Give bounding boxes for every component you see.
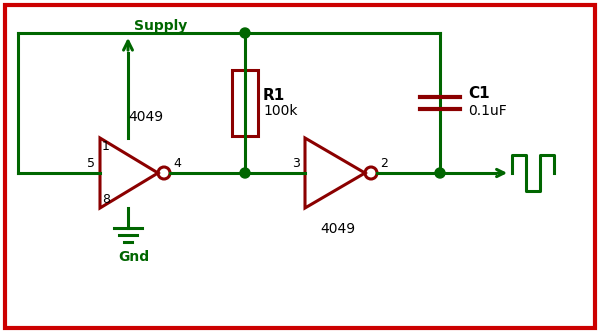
Text: 4049: 4049 [320,222,355,236]
Circle shape [435,168,445,178]
Text: Supply: Supply [134,19,187,33]
Circle shape [240,168,250,178]
Text: 5: 5 [87,157,95,170]
Text: 2: 2 [380,157,388,170]
Text: Gnd: Gnd [118,250,149,264]
Text: 8: 8 [102,193,110,206]
Circle shape [240,28,250,38]
Text: 4049: 4049 [128,110,163,124]
Text: 3: 3 [292,157,300,170]
Bar [232,70,258,136]
Text: R1: R1 [263,88,285,103]
Text: 100k: 100k [263,104,298,118]
Text: C1: C1 [468,86,490,101]
Text: 0.1uF: 0.1uF [468,104,507,118]
Text: 4: 4 [173,157,181,170]
Text: 1: 1 [102,140,110,153]
